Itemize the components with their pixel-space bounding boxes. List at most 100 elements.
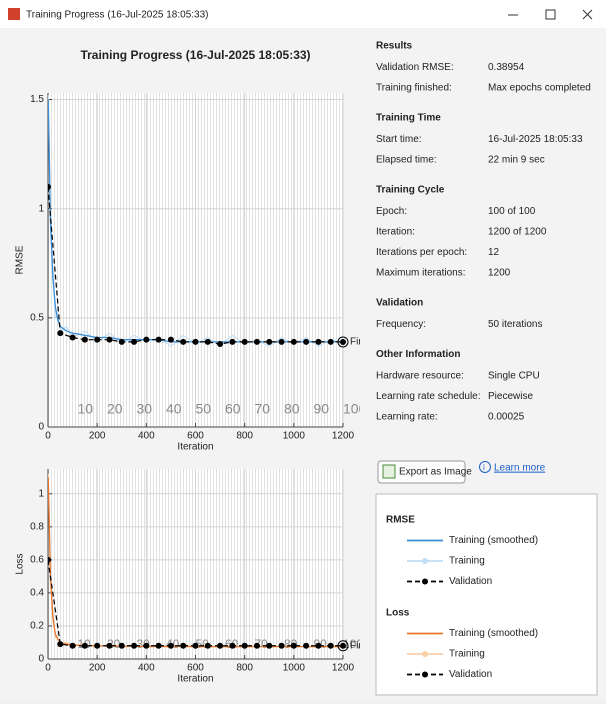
y-tick-label: 0.8: [30, 521, 44, 532]
validation-marker: [340, 643, 346, 649]
validation-marker: [70, 643, 76, 649]
validation-marker: [57, 330, 63, 336]
epoch-label: 90: [314, 401, 330, 417]
validation-marker: [82, 337, 88, 343]
validation-marker: [106, 643, 112, 649]
epoch-label: 40: [166, 401, 182, 417]
window: Training Progress (16-Jul-2025 18:05:33)…: [0, 0, 606, 699]
info-value: 1200: [488, 268, 511, 279]
section-title: Validation: [376, 298, 423, 309]
info-value: Piecewise: [488, 391, 533, 402]
validation-marker: [279, 339, 285, 345]
info-label: Frequency:: [376, 319, 426, 330]
section-title: Results: [376, 41, 413, 52]
legend-marker: [422, 651, 428, 657]
validation-marker: [131, 339, 137, 345]
y-tick-label: 0.2: [30, 621, 44, 632]
validation-marker: [193, 643, 199, 649]
section-title: Training Time: [376, 113, 441, 124]
info-label: Elapsed time:: [376, 155, 437, 166]
x-tick-label: 200: [89, 431, 106, 442]
validation-marker: [303, 643, 309, 649]
learn-more-link[interactable]: Learn more: [494, 463, 546, 474]
info-value: 0.00025: [488, 412, 525, 423]
legend-label: Validation: [449, 669, 492, 680]
info-value: 100 of 100: [488, 206, 536, 217]
info-value: Single CPU: [488, 371, 540, 382]
y-tick-label: 0.5: [30, 312, 44, 323]
info-value: 0.38954: [488, 62, 525, 73]
validation-marker: [217, 643, 223, 649]
y-tick-label: 0.4: [30, 588, 44, 599]
y-tick-label: 1.5: [30, 94, 44, 105]
legend-label: Training: [449, 556, 485, 567]
validation-marker: [217, 341, 223, 347]
validation-marker: [205, 339, 211, 345]
info-value: Max epochs completed: [488, 83, 591, 94]
validation-marker: [57, 641, 63, 647]
export-icon: [383, 465, 395, 478]
validation-marker: [82, 643, 88, 649]
info-value: 1200 of 1200: [488, 227, 547, 238]
x-tick-label: 600: [187, 431, 204, 442]
window-title: Training Progress (16-Jul-2025 18:05:33): [26, 10, 209, 21]
info-value: 12: [488, 247, 500, 258]
validation-marker: [168, 337, 174, 343]
info-label: Hardware resource:: [376, 371, 464, 382]
y-tick-label: 0.6: [30, 555, 44, 566]
legend-marker: [422, 558, 428, 564]
validation-marker: [180, 643, 186, 649]
epoch-label: 80: [284, 401, 300, 417]
validation-marker: [291, 339, 297, 345]
legend-label: Training (smoothed): [449, 628, 538, 639]
x-tick-label: 400: [138, 663, 155, 674]
validation-marker: [156, 337, 162, 343]
info-value: 22 min 9 sec: [488, 155, 545, 166]
x-tick-label: 1200: [332, 431, 355, 442]
validation-marker: [229, 643, 235, 649]
legend-title: RMSE: [386, 515, 415, 526]
info-value: 50 iterations: [488, 319, 542, 330]
y-axis-label: Loss: [15, 553, 26, 574]
info-label: Learning rate:: [376, 412, 438, 423]
y-tick-label: 1: [38, 203, 44, 214]
x-tick-label: 0: [45, 431, 51, 442]
epoch-label: 20: [107, 401, 123, 417]
page: Training Progress (16-Jul-2025 18:05:33)…: [0, 0, 606, 699]
validation-marker: [119, 339, 125, 345]
validation-marker: [106, 337, 112, 343]
info-label: Training finished:: [376, 83, 452, 94]
epoch-label: 60: [225, 401, 241, 417]
info-label: Iteration:: [376, 227, 415, 238]
validation-marker: [70, 334, 76, 340]
x-tick-label: 800: [236, 663, 253, 674]
epoch-label: 50: [196, 401, 212, 417]
info-label: Iterations per epoch:: [376, 247, 467, 258]
validation-marker: [119, 643, 125, 649]
x-tick-label: 800: [236, 431, 253, 442]
info-value: 16-Jul-2025 18:05:33: [488, 134, 583, 145]
validation-marker: [168, 643, 174, 649]
validation-marker: [254, 643, 260, 649]
validation-marker: [229, 339, 235, 345]
validation-marker: [193, 339, 199, 345]
validation-marker: [242, 643, 248, 649]
info-label: Learning rate schedule:: [376, 391, 481, 402]
section-title: Other Information: [376, 349, 460, 360]
legend-marker: [422, 579, 428, 585]
x-axis-label: Iteration: [177, 674, 213, 685]
info-label: Epoch:: [376, 206, 407, 217]
export-button-label[interactable]: Export as Image: [399, 467, 472, 478]
legend-label: Validation: [449, 576, 492, 587]
y-axis-label: RMSE: [15, 245, 26, 274]
validation-marker: [94, 337, 100, 343]
validation-marker: [143, 643, 149, 649]
x-tick-label: 400: [138, 431, 155, 442]
info-label: Validation RMSE:: [376, 62, 454, 73]
validation-marker: [315, 643, 321, 649]
app-icon: [8, 8, 20, 20]
x-tick-label: 1200: [332, 663, 355, 674]
validation-marker: [303, 339, 309, 345]
plot-title: Training Progress (16-Jul-2025 18:05:33): [80, 48, 310, 62]
info-label: Maximum iterations:: [376, 268, 465, 279]
